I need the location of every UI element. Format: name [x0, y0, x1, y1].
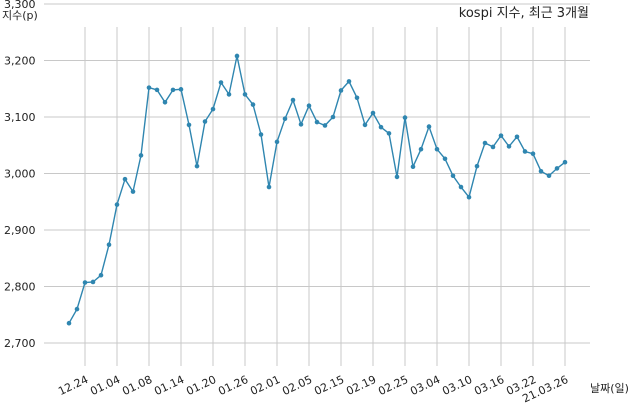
data-point — [330, 114, 336, 120]
data-point — [82, 280, 88, 285]
data-point — [114, 202, 120, 207]
data-point — [210, 106, 216, 112]
data-point — [458, 184, 464, 190]
x-axis-title: 날짜(일) — [590, 381, 629, 395]
y-tick-label: 3,100 — [4, 111, 36, 124]
data-point — [202, 119, 208, 124]
data-point — [266, 184, 272, 190]
data-point — [506, 144, 512, 149]
data-point — [522, 149, 528, 154]
y-tick-label: 3,000 — [4, 168, 36, 181]
data-point — [554, 166, 560, 171]
data-point — [410, 164, 416, 170]
data-point — [362, 122, 368, 128]
chart-title: kospi 지수, 최근 3개월 — [459, 6, 589, 21]
data-point — [290, 97, 296, 103]
data-point — [498, 133, 504, 138]
data-point — [170, 87, 176, 93]
y-axis: 2,700 2,800 2,900 3,000 3,100 3,200 3,300 — [4, 0, 36, 350]
data-point — [474, 163, 480, 169]
data-point — [274, 139, 280, 145]
data-point — [378, 124, 384, 130]
data-point — [162, 100, 168, 105]
series-line — [68, 55, 566, 324]
data-point — [418, 146, 424, 152]
data-point — [98, 272, 104, 278]
data-point — [234, 53, 240, 59]
data-point — [370, 110, 376, 116]
data-point — [178, 87, 184, 92]
data-point — [226, 92, 232, 97]
y-tick-label: 2,800 — [4, 281, 36, 294]
data-point — [74, 306, 80, 312]
x-tick-label: 02.05 — [280, 373, 314, 398]
x-tick-label: 03.04 — [408, 373, 442, 398]
data-point — [346, 79, 352, 84]
x-tick-label: 01.14 — [152, 373, 186, 398]
x-tick-label: 01.08 — [120, 373, 154, 398]
data-point — [90, 279, 96, 285]
data-point — [338, 88, 344, 93]
data-point — [258, 132, 264, 137]
x-tick-label: 02.01 — [248, 373, 282, 398]
data-point — [130, 189, 136, 194]
y-tick-label: 2,900 — [4, 224, 36, 237]
data-point — [354, 95, 360, 101]
data-point — [282, 116, 288, 121]
data-point — [242, 92, 248, 97]
data-point — [66, 320, 72, 326]
data-point — [250, 102, 256, 107]
y-axis-title: 지수(p) — [2, 9, 38, 22]
y-tick-label: 3,300 — [4, 0, 36, 11]
data-point — [394, 174, 400, 180]
data-point — [138, 153, 144, 158]
data-point — [154, 87, 160, 93]
data-point — [514, 134, 520, 140]
data-point — [490, 144, 496, 150]
data-point — [194, 163, 200, 169]
x-tick-label: 02.19 — [344, 373, 378, 398]
data-point — [546, 173, 552, 179]
data-point — [538, 168, 544, 174]
x-tick-label: 12.24 — [56, 373, 90, 398]
x-tick-label: 03.16 — [472, 373, 506, 398]
data-point — [186, 122, 192, 128]
x-tick-label: 01.26 — [216, 373, 250, 398]
data-point — [466, 194, 472, 200]
data-point — [530, 151, 536, 157]
x-tick-label: 02.15 — [312, 373, 346, 398]
data-point — [306, 103, 312, 108]
x-axis: 12.2401.0401.0801.1401.2001.2602.0102.05… — [56, 373, 570, 405]
x-tick-label: 02.25 — [376, 373, 410, 398]
data-point — [322, 123, 328, 128]
data-point — [402, 115, 408, 120]
data-point — [482, 140, 488, 146]
grid — [44, 3, 590, 366]
data-point — [106, 242, 112, 247]
x-tick-label: 01.20 — [184, 373, 218, 398]
data-point — [314, 119, 320, 125]
data-point — [386, 131, 392, 136]
data-point — [298, 122, 304, 127]
series-kospi — [66, 53, 568, 326]
data-point — [450, 173, 456, 179]
data-point — [426, 124, 432, 129]
y-tick-label: 2,700 — [4, 337, 36, 350]
data-point — [146, 85, 152, 90]
y-tick-label: 3,200 — [4, 55, 36, 68]
data-point — [434, 146, 440, 152]
x-tick-label: 03.10 — [440, 373, 474, 398]
x-tick-label: 01.04 — [88, 373, 122, 398]
data-point — [218, 80, 224, 85]
data-point — [122, 176, 128, 182]
data-point — [562, 159, 568, 165]
data-point — [442, 156, 448, 162]
